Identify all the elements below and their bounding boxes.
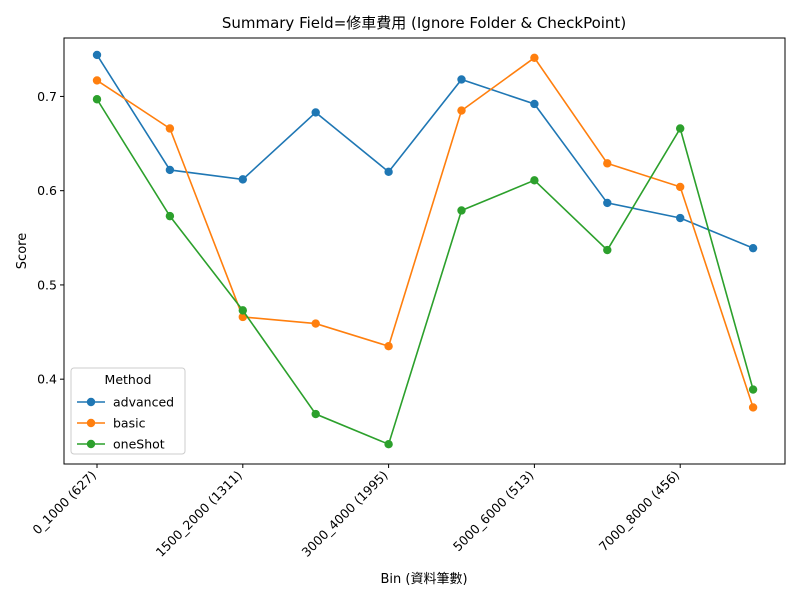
y-axis: 0.4 0.5 0.6 0.7 [37, 89, 64, 387]
legend-swatch-marker [86, 418, 96, 428]
data-point [457, 206, 466, 215]
y-axis-label: Score [15, 233, 30, 269]
legend-title: Method [105, 372, 152, 387]
data-point [457, 75, 466, 84]
x-tick-label: 1500_2000 (1311) [153, 468, 245, 560]
data-point [165, 124, 175, 133]
x-tick-label: 7000_8000 (456) [596, 468, 683, 555]
legend-label: oneShot [113, 437, 165, 452]
data-point [676, 182, 685, 192]
x-tick-label: 0_1000 (627) [29, 468, 99, 538]
x-tick-label: 3000_4000 (1995) [298, 468, 390, 560]
data-point [457, 106, 466, 115]
data-point [676, 213, 685, 223]
series-line [96, 54, 754, 249]
series-oneShot [92, 95, 758, 449]
series-line [96, 98, 754, 446]
data-point [384, 440, 393, 449]
data-point [238, 175, 247, 184]
legend-item-basic: basic [77, 416, 146, 431]
data-point [238, 312, 247, 322]
legend-label: advanced [113, 395, 174, 410]
data-point [92, 95, 102, 104]
data-point [311, 319, 320, 328]
plot-area [92, 50, 758, 449]
data-point [603, 245, 612, 255]
chart-title: Summary Field=修車費用 (Ignore Folder & Chec… [222, 14, 626, 32]
data-point [748, 243, 758, 253]
data-point [530, 53, 539, 62]
data-point [311, 409, 320, 419]
y-tick-label: 0.5 [37, 277, 57, 292]
data-point [238, 306, 247, 315]
data-point [530, 99, 539, 109]
data-point [748, 403, 758, 412]
data-point [165, 211, 175, 221]
data-point [603, 159, 612, 168]
series-line [96, 56, 754, 408]
series-basic [92, 53, 758, 412]
data-point [676, 124, 685, 133]
legend-swatch-marker [86, 397, 96, 407]
data-point [530, 176, 539, 185]
y-tick-label: 0.7 [37, 89, 57, 104]
data-point [603, 198, 612, 208]
data-point [311, 108, 320, 117]
plot-frame [63, 37, 786, 465]
data-point [384, 341, 393, 351]
series-advanced [92, 50, 758, 253]
legend-item-oneShot: oneShot [77, 437, 165, 452]
legend: Method advanced basic oneShot [70, 367, 186, 455]
data-point [165, 165, 175, 175]
x-axis-label: Bin (資料筆數) [380, 572, 467, 587]
data-point [748, 385, 758, 394]
data-point [384, 167, 393, 177]
x-tick-label: 5000_6000 (513) [450, 468, 537, 555]
x-axis: 0_1000 (627) 1500_2000 (1311) 3000_4000 (1… [29, 464, 682, 560]
data-point [92, 76, 102, 85]
legend-item-advanced: advanced [77, 395, 174, 410]
legend-swatch-marker [86, 439, 96, 449]
legend-label: basic [113, 416, 146, 431]
y-tick-label: 0.4 [37, 372, 57, 387]
y-tick-label: 0.6 [37, 183, 57, 198]
data-point [92, 50, 102, 60]
legend-box [70, 367, 186, 455]
